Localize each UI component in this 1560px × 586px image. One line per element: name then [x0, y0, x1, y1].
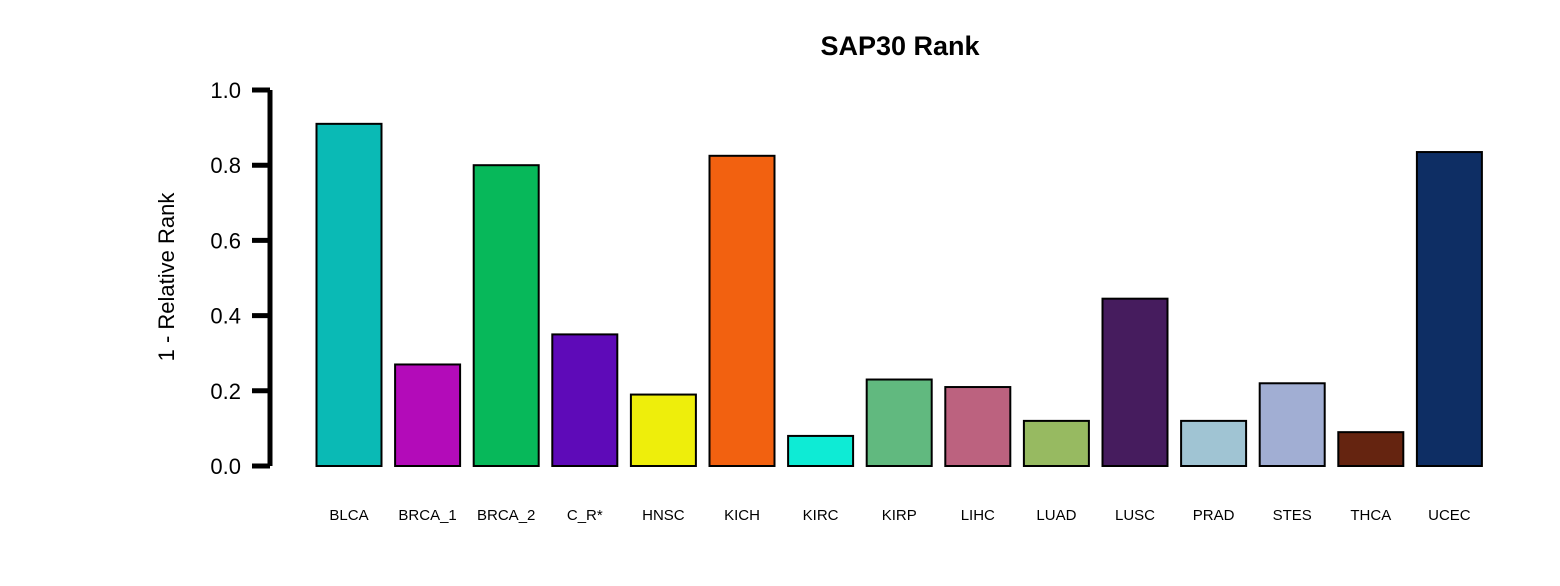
bar-thca [1337, 431, 1405, 468]
x-tick-label: LUSC [1115, 507, 1155, 524]
bar-c-r [551, 333, 619, 467]
x-tick-label: PRAD [1193, 507, 1235, 524]
x-tick-label: LUAD [1036, 507, 1076, 524]
y-axis: 0.0 0.2 0.4 0.6 0.8 1.0 [210, 78, 273, 479]
x-tick-label: BLCA [329, 507, 368, 524]
x-tick-label: KICH [724, 507, 760, 524]
bar-kich [708, 154, 776, 468]
chart-title: SAP30 Rank [820, 31, 980, 61]
y-tick-label: 0.4 [210, 304, 241, 329]
x-tick-label: C_R* [567, 507, 603, 524]
bar-blca [315, 122, 383, 467]
x-tick-label: UCEC [1428, 507, 1471, 524]
bar-kirc [787, 434, 855, 468]
x-tick-label: THCA [1350, 507, 1391, 524]
bar-hnsc [629, 393, 697, 467]
bars-group [315, 122, 1483, 468]
y-tick-label: 0.8 [210, 153, 241, 178]
x-tick-label: HNSC [642, 507, 685, 524]
bar-lihc [944, 386, 1012, 468]
x-tick-label: KIRP [882, 507, 917, 524]
x-tick-label: LIHC [961, 507, 995, 524]
bar-brca-2 [472, 164, 540, 467]
bar-lusc [1101, 297, 1169, 467]
x-tick-label: BRCA_2 [477, 507, 535, 524]
x-tick-label: STES [1273, 507, 1312, 524]
bar-ucec [1415, 151, 1483, 467]
bar-prad [1180, 419, 1248, 468]
bar-kirp [865, 378, 933, 467]
y-tick-label: 0.6 [210, 228, 241, 253]
bar-luad [1022, 419, 1090, 468]
x-tick-label: BRCA_1 [398, 507, 456, 524]
y-tick-label: 1.0 [210, 78, 241, 103]
y-tick-label: 0.0 [210, 454, 241, 479]
x-tick-labels: BLCA BRCA_1 BRCA_2 C_R* HNSC KICH KIRC KIRP LIHC… [329, 507, 1470, 524]
y-axis-label: 1 - Relative Rank [154, 192, 179, 362]
bar-stes [1258, 382, 1326, 467]
x-tick-label: KIRC [803, 507, 839, 524]
bar-brca-1 [394, 363, 462, 468]
y-tick-label: 0.2 [210, 379, 241, 404]
